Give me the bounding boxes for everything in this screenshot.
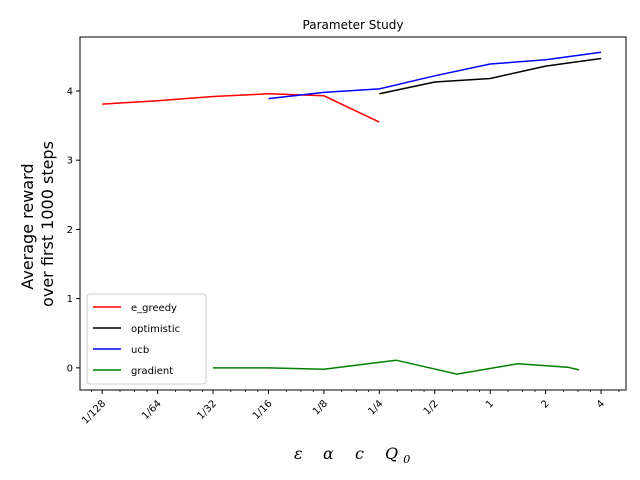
x-tick-label: 1 xyxy=(484,398,496,410)
x-label-c: c xyxy=(355,444,364,463)
y-axis-label-line-1: Average reward xyxy=(18,163,37,289)
y-tick-label: 2 xyxy=(67,225,73,236)
x-tick-label: 1/2 xyxy=(422,398,441,417)
x-tick-label: 1/128 xyxy=(80,398,108,426)
x-tick-label: 1/4 xyxy=(366,398,385,417)
y-axis: 0 1 2 3 4 xyxy=(67,86,80,374)
x-label-q-subscript: 0 xyxy=(403,453,410,466)
series-line-ucb xyxy=(268,51,602,100)
x-tick-label: 2 xyxy=(539,398,551,410)
x-axis: 1/128 1/64 1/32 1/16 1/8 1/4 1/2 1 2 4 xyxy=(80,390,620,427)
legend-frame xyxy=(86,293,207,385)
series-line-optimistic xyxy=(379,57,602,95)
plot-frame xyxy=(79,36,627,391)
x-label-q: Q xyxy=(385,444,398,463)
y-axis-label-line-2: over first 1000 steps xyxy=(38,141,57,307)
y-tick-label: 1 xyxy=(67,294,73,305)
y-tick-label: 0 xyxy=(67,363,73,374)
legend: e_greedy optimistic ucb gradient xyxy=(86,293,207,385)
legend-label-ucb: ucb xyxy=(131,345,149,356)
x-label-alpha: α xyxy=(323,444,334,463)
legend-label-gradient: gradient xyxy=(131,366,173,377)
series-line-e_greedy xyxy=(102,93,380,123)
x-label-epsilon: ε xyxy=(294,444,303,463)
x-tick-label: 1/16 xyxy=(251,398,275,422)
plot-area xyxy=(79,36,627,391)
x-tick-label: 1/64 xyxy=(140,398,164,422)
y-tick-label: 4 xyxy=(67,86,73,97)
chart-title: Parameter Study xyxy=(303,18,404,32)
x-axis-label: ε α c Q 0 xyxy=(294,444,410,466)
series-lines xyxy=(102,51,602,375)
series-line-gradient xyxy=(213,359,580,375)
y-tick-label: 3 xyxy=(67,156,73,167)
y-axis-label: Average reward over first 1000 steps xyxy=(18,141,57,307)
x-tick-label: 4 xyxy=(595,398,607,410)
legend-label-optimistic: optimistic xyxy=(131,324,180,335)
x-tick-label: 1/32 xyxy=(195,398,219,422)
legend-label-e_greedy: e_greedy xyxy=(131,303,177,314)
x-tick-label: 1/8 xyxy=(311,398,330,417)
